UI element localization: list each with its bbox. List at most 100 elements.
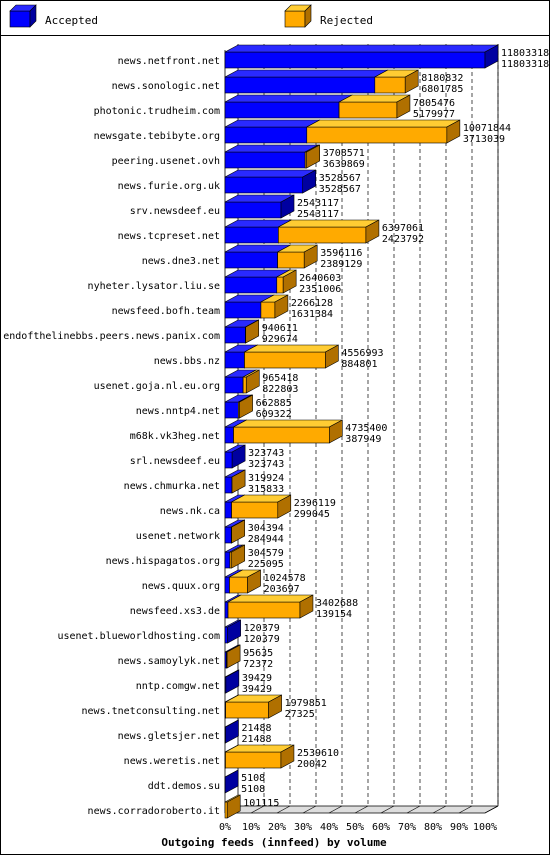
bars — [224, 44, 499, 819]
bar-row — [224, 519, 246, 544]
value-label-accepted: 1631384 — [291, 309, 333, 320]
value-label-offered: 10071844 — [463, 123, 511, 134]
bar-rejected — [277, 244, 318, 269]
bar-rejected-side — [245, 369, 260, 394]
bar-rejected — [276, 269, 297, 294]
bar-rejected — [227, 594, 314, 619]
value-label-accepted: 203697 — [264, 584, 300, 595]
value-label-accepted: 2351006 — [299, 284, 341, 295]
x-axis-label: Outgoing feeds (innfeed) by volume — [161, 836, 387, 849]
bar-row — [224, 719, 239, 744]
bar-row — [224, 594, 314, 619]
bar-rejected-front — [374, 76, 406, 94]
bar-row — [224, 244, 318, 269]
bar-row — [224, 644, 241, 669]
bar-accepted-front — [224, 501, 232, 519]
bar-rejected-side — [329, 419, 343, 444]
value-label-offered: 304394 — [248, 523, 284, 534]
x-tick-label: 0% — [219, 822, 231, 833]
bar-row — [224, 319, 260, 344]
bar-accepted-side — [225, 669, 240, 694]
bar-rejected — [304, 144, 320, 169]
bar-row — [224, 694, 282, 719]
x-tick-label: 70% — [398, 822, 416, 833]
value-label-offered: 1979851 — [285, 698, 327, 709]
sw-rej-side — [304, 4, 312, 28]
bar-rejected — [229, 544, 246, 569]
bar-row — [224, 569, 261, 594]
bar-rejected-side — [404, 69, 419, 94]
bar-rejected-top — [278, 219, 380, 228]
bar-rejected-side — [446, 119, 461, 144]
bar-accepted-top — [224, 119, 320, 128]
bar-row — [224, 294, 289, 319]
bar-rejected — [238, 394, 253, 419]
category-label: usenet.network — [136, 531, 220, 542]
legend-label-rejected: Rejected — [320, 14, 373, 27]
value-label-accepted: 5179977 — [413, 109, 455, 120]
bar-accepted-top — [224, 69, 388, 78]
value-label-accepted: 3713039 — [463, 134, 505, 145]
category-label: srl.newsdeef.eu — [130, 456, 220, 467]
floor-tick — [406, 805, 421, 814]
value-label-offered: 120379 — [244, 623, 280, 634]
value-label-offered: 101115 — [243, 798, 279, 809]
bar-rejected-top — [233, 419, 343, 428]
value-label-accepted: 3639869 — [323, 159, 365, 170]
bar-rejected-side — [226, 794, 241, 819]
bar-accepted-top — [224, 94, 353, 103]
bar-accepted-front — [224, 526, 232, 544]
value-label-offered: 6397061 — [382, 223, 424, 234]
value-label-accepted: 39429 — [242, 684, 272, 695]
category-label: srv.newsdeef.eu — [130, 206, 220, 217]
bar-rejected-front — [229, 576, 248, 594]
legend-swatch-rejected — [284, 4, 312, 28]
bar-row — [224, 144, 320, 169]
value-label-accepted: 2543117 — [297, 209, 339, 220]
bar-row — [224, 94, 411, 119]
bar-rejected-front — [233, 426, 330, 444]
bar-accepted-front — [224, 76, 376, 94]
bar-rejected-side — [231, 544, 246, 569]
legend: Accepted Rejected — [9, 4, 373, 28]
value-label-accepted: 284944 — [248, 534, 284, 545]
bar-accepted-side — [224, 769, 239, 794]
category-label: news.nntp4.net — [136, 406, 220, 417]
value-label-offered: 21488 — [241, 723, 271, 734]
value-label-accepted: 21488 — [241, 734, 271, 745]
bar-accepted-side — [227, 619, 241, 644]
bar-rejected-front — [260, 301, 276, 319]
bar-row — [224, 369, 260, 394]
bar-rejected — [245, 319, 260, 344]
bar-accepted-front — [224, 401, 239, 419]
bar-rejected-side — [239, 394, 253, 419]
value-label-accepted: 609322 — [256, 409, 292, 420]
value-label-offered: 5108 — [241, 773, 265, 784]
bar-row — [224, 219, 380, 244]
bar-accepted-top — [224, 44, 499, 53]
sw-acc-front — [9, 10, 31, 28]
bar-rejected-front — [276, 276, 284, 294]
category-label: news.furie.org.uk — [118, 181, 220, 192]
value-label-offered: 940611 — [262, 323, 298, 334]
category-labels: news.netfront.net news.sonologic.net photo… — [3, 56, 220, 817]
bar-rejected-side — [396, 94, 411, 119]
value-label-offered: 11803318 — [501, 48, 549, 59]
bar-accepted-side — [280, 194, 295, 219]
bar-rejected — [229, 569, 261, 594]
bar-rejected-top — [306, 119, 461, 128]
bar-rejected-side — [277, 494, 292, 519]
bar-rejected-front — [277, 251, 305, 269]
bar-rejected-side — [282, 269, 297, 294]
bar-rejected — [338, 94, 411, 119]
bar-accepted-front — [224, 201, 282, 219]
bar-accepted — [224, 719, 239, 744]
bar-accepted-front — [224, 226, 279, 244]
legend-item-accepted: Accepted — [9, 4, 98, 28]
value-label-offered: 2543117 — [297, 198, 339, 209]
bar-row — [224, 44, 499, 69]
floor-tick — [276, 805, 291, 814]
bar-accepted-front — [224, 351, 245, 369]
bar-accepted — [224, 69, 389, 94]
bar-accepted — [224, 144, 319, 169]
